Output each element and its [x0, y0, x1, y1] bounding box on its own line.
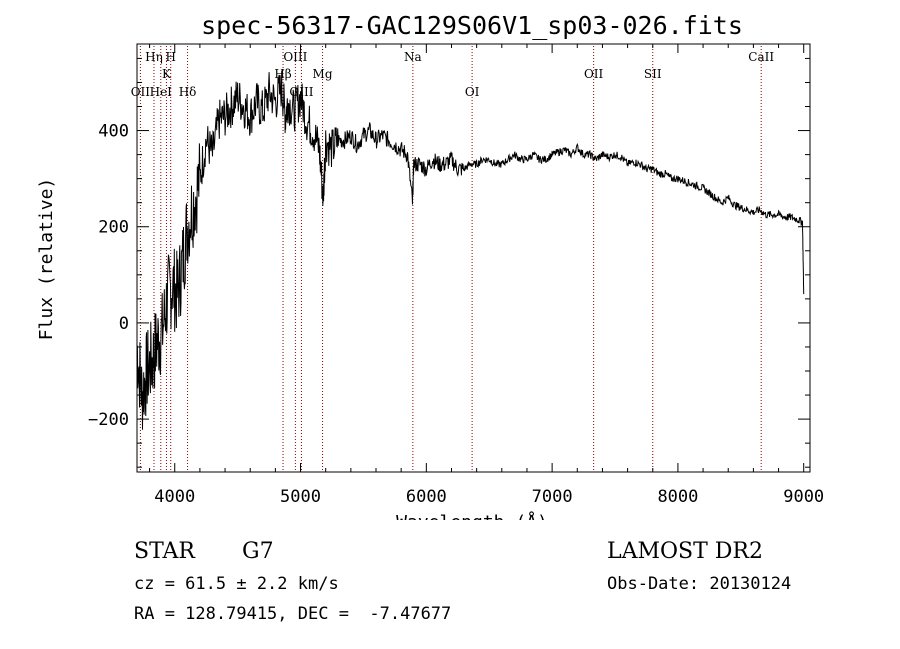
- plot-frame: [136, 43, 811, 473]
- line-marker-label: Hβ: [274, 67, 291, 81]
- redshift-velocity: cz = 61.5 ± 2.2 km/s: [134, 574, 339, 594]
- y-tick-label: 0: [119, 314, 129, 334]
- line-marker-label: OI: [465, 85, 480, 99]
- line-marker-label: Hδ: [179, 85, 197, 99]
- y-tick-label: 400: [98, 122, 129, 142]
- axis-ticks: 4000 5000 6000 7000 8000 9000 −200 0 200 400: [88, 44, 824, 507]
- spectrum-line: [136, 70, 805, 430]
- line-marker-label: SII: [644, 67, 662, 81]
- line-marker-label: Mg: [313, 67, 333, 81]
- x-tick-label: 6000: [406, 487, 447, 507]
- x-tick-label: 4000: [154, 487, 195, 507]
- object-class: STAR: [134, 539, 195, 564]
- line-marker-label: K: [162, 67, 172, 81]
- line-marker-label: Hη: [145, 50, 163, 64]
- line-marker-label: OII: [584, 67, 604, 81]
- x-tick-label: 7000: [532, 487, 573, 507]
- line-marker-label: CaII: [748, 50, 774, 64]
- x-tick-label: 5000: [280, 487, 321, 507]
- y-axis-label: Flux (relative): [36, 178, 57, 341]
- line-marker-label: H: [165, 50, 175, 64]
- chart-title: spec-56317-GAC129S06V1_sp03-026.fits: [201, 11, 743, 40]
- line-marker-label: HeI: [150, 85, 173, 99]
- x-tick-label: 8000: [657, 487, 698, 507]
- x-axis-label: Wavelength (Å): [396, 511, 548, 520]
- sky-coordinates: RA = 128.79415, DEC = -7.47677: [134, 604, 452, 624]
- y-tick-label: −200: [88, 410, 129, 430]
- line-marker-label: OII: [131, 85, 151, 99]
- line-marker-label: Na: [404, 50, 422, 64]
- observation-date: Obs-Date: 20130124: [607, 574, 792, 594]
- object-subclass: G7: [242, 539, 274, 564]
- survey-name: LAMOST DR2: [607, 539, 763, 564]
- chart-svg: spec-56317-GAC129S06V1_sp03-026.fits OII…: [36, 11, 824, 533]
- y-tick-label: 200: [98, 218, 129, 238]
- x-tick-label: 9000: [783, 487, 824, 507]
- spectrum-series: [136, 70, 805, 430]
- line-marker-label: OIII: [283, 50, 307, 64]
